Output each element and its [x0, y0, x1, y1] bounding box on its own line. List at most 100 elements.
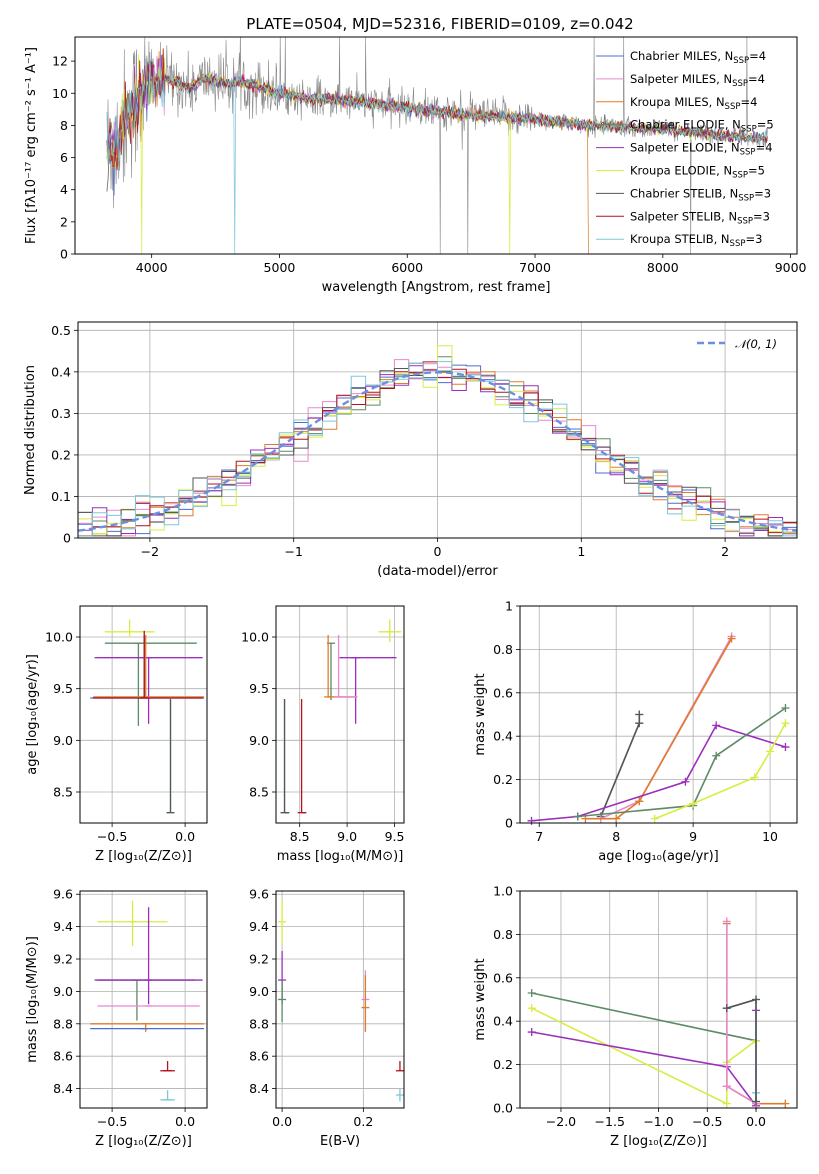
data-point	[781, 703, 790, 712]
series-line	[531, 992, 757, 1042]
age-vs-mass-panel: 8.5 9.0 9.5 8.5 9.0 9.5 10.0 mass [log₁₀(M/M⊙)]	[241, 605, 405, 864]
plot-frame	[79, 890, 208, 1109]
data-point	[689, 799, 698, 808]
errorbar-point	[94, 657, 203, 724]
data-point	[573, 812, 582, 821]
legend: 𝒩(0, 1)	[697, 337, 777, 351]
y-tick-label: 10.0	[241, 630, 269, 645]
x-axis-label: mass [log₁₀(M/M⊙)]	[277, 849, 404, 864]
errorbar-point	[94, 907, 203, 1005]
x-tick-label: −0.5	[97, 1114, 127, 1129]
errorbar-point	[97, 900, 168, 947]
spectrum-panel: 4000 5000 6000 7000 8000 9000 0 2 4 6 8 10 12 wavelen…	[24, 15, 807, 295]
series-line	[585, 638, 733, 820]
errorbar-point	[297, 699, 307, 814]
data-point	[722, 1004, 731, 1013]
series	[527, 721, 790, 825]
plot-frame	[519, 605, 798, 824]
errorbar-point	[339, 657, 397, 724]
y-tick-label: 9.2	[249, 952, 269, 967]
y-tick-label: 0.0	[493, 1101, 513, 1116]
y-tick-label: 1	[505, 599, 513, 614]
data-point	[712, 721, 721, 730]
y-tick-label: 8.4	[53, 1081, 73, 1096]
series-line	[577, 707, 786, 818]
data-point	[635, 710, 644, 719]
errorbar-point	[93, 634, 205, 698]
x-tick-label: −0.5	[692, 1114, 722, 1129]
normal-curve	[78, 371, 797, 532]
age-vs-mass-plot-area	[280, 619, 402, 814]
y-tick-label: 8.5	[53, 785, 73, 800]
y-tick-label: 0.2	[493, 1057, 513, 1072]
y-tick-label: 0.4	[493, 729, 513, 744]
series-line	[600, 636, 733, 820]
series-line	[531, 1007, 757, 1105]
y-axis-label: mass weight	[473, 958, 488, 1040]
errorbar-point	[93, 630, 203, 699]
y-tick-label: 2	[60, 214, 68, 229]
y-tick-label: 9.4	[249, 919, 269, 934]
data-point	[612, 814, 621, 823]
y-tick-label: 0	[63, 531, 71, 546]
series	[527, 988, 761, 1045]
data-point	[752, 995, 761, 1004]
plot-frame	[275, 890, 405, 1109]
series-line	[600, 714, 641, 817]
x-tick-label: 0.0	[175, 829, 195, 844]
y-tick-label: 9.0	[249, 984, 269, 999]
series	[722, 917, 761, 1108]
x-tick-label: 7	[535, 829, 543, 844]
series-line	[726, 921, 757, 1105]
x-tick-label: 0.0	[746, 1114, 766, 1129]
series	[722, 995, 761, 1106]
x-tick-label: 4000	[136, 260, 168, 275]
errorbar-point	[160, 1090, 175, 1101]
y-tick-label: 9.2	[53, 952, 73, 967]
y-tick-label: 4	[60, 182, 68, 197]
y-tick-label: 0.4	[493, 1014, 513, 1029]
age-vs-Z-panel: −0.5 0.0 8.5 9.0 9.5 10.0 Z [log₁₀(Z/Z⊙)] age […	[25, 605, 208, 864]
data-point	[681, 777, 690, 786]
series	[722, 995, 761, 1106]
y-tick-label: 8.6	[53, 1049, 73, 1064]
data-point	[750, 773, 759, 782]
y-tick-label: 10.0	[45, 630, 73, 645]
legend-entry: Salpeter MILES, NSSP=4	[630, 72, 765, 89]
x-tick-label: −0.5	[97, 829, 127, 844]
data-point	[722, 1099, 731, 1108]
y-tick-label: 6	[60, 150, 68, 165]
data-point	[781, 719, 790, 728]
plot-frame	[74, 36, 798, 255]
errorbar-point	[166, 699, 175, 814]
legend-entry: Kroupa STELIB, NSSP=3	[630, 232, 762, 249]
x-axis-label: Z [log₁₀(Z/Z⊙)]	[95, 1134, 192, 1149]
age-vs-Z-plot-area	[90, 619, 205, 814]
legend-entry: Chabrier MILES, NSSP=4	[630, 49, 766, 66]
x-tick-label: −1.5	[595, 1114, 625, 1129]
errorbar-point	[160, 1061, 175, 1072]
y-axis-label: Flux [fλ10⁻¹⁷ erg cm⁻² s⁻¹ A⁻¹]	[24, 47, 39, 244]
data-point	[781, 1099, 790, 1108]
y-tick-label: 0.2	[51, 447, 71, 462]
y-tick-label: 0.5	[51, 323, 71, 338]
y-tick-label: 0.8	[493, 927, 513, 942]
mass-weight-vs-age-panel: 7 8 9 10 0 0.2 0.4 0.6 0.8 1 age [log₁₀(age/yr)] ma…	[473, 599, 798, 864]
data-point	[635, 797, 644, 806]
x-tick-label: 9.0	[337, 829, 357, 844]
x-tick-label: 0.0	[272, 1114, 292, 1129]
data-point	[752, 1097, 761, 1106]
y-axis-label: mass [log₁₀(M/M⊙)]	[25, 936, 40, 1063]
mass-vs-EBV-plot-area	[278, 900, 404, 1102]
legend: Chabrier MILES, NSSP=4 Salpeter MILES, NS…	[596, 49, 774, 249]
mass-vs-Z-panel: −0.5 0.0 8.4 8.6 8.8 9.0 9.2 9.4 9.6 Z [log₁₀(Z/Z…	[25, 887, 208, 1149]
y-axis-label: mass weight	[473, 673, 488, 755]
x-axis-label: Z [log₁₀(Z/Z⊙)]	[610, 1134, 707, 1149]
data-point	[527, 988, 536, 997]
errorbar-point	[104, 642, 197, 726]
data-point	[766, 747, 775, 756]
y-tick-label: 8.6	[249, 1049, 269, 1064]
y-tick-label: 9.0	[53, 984, 73, 999]
y-tick-label: 8	[60, 118, 68, 133]
series	[650, 719, 790, 823]
